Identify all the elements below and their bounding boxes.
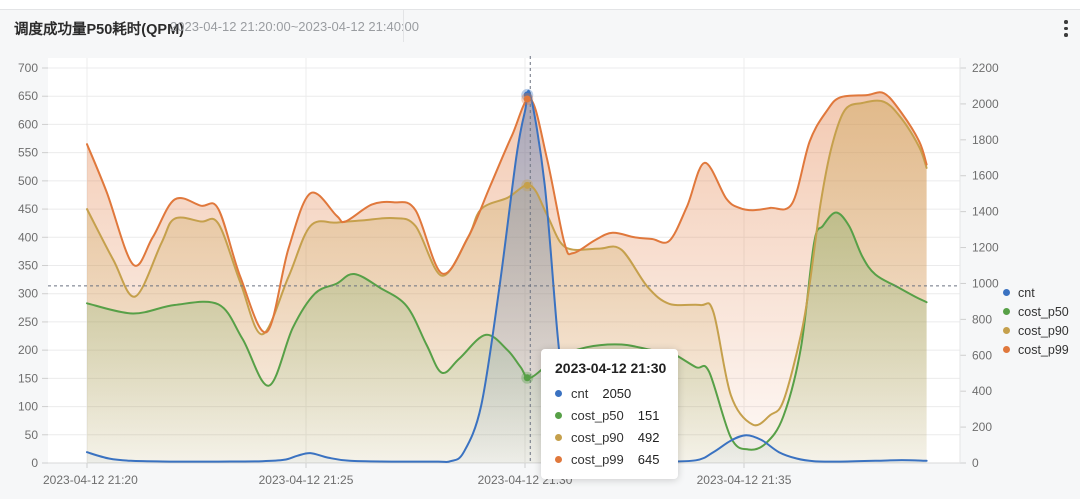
tooltip-row-cost_p99: cost_p99 645	[555, 452, 664, 467]
kebab-vertical-icon[interactable]	[1058, 17, 1074, 43]
cnt-tooltip-dot	[555, 390, 562, 397]
cost_p50-legend-dot	[1003, 308, 1010, 315]
y-axis-right-label: 1200	[972, 241, 999, 255]
cost_p50-tooltip-dot	[555, 412, 562, 419]
cost_p99-line	[86, 91, 928, 334]
legend-label: cost_p50	[1018, 304, 1069, 319]
tooltip-series-value: 151	[637, 408, 660, 423]
tooltip-row-cnt: cnt 2050	[555, 386, 664, 401]
cost_p90-hover-dot	[523, 181, 531, 189]
legend-item-cost_p90[interactable]: cost_p90	[1003, 321, 1069, 340]
y-axis-right-label: 1600	[972, 169, 999, 183]
cost_p90-line	[86, 99, 928, 427]
tooltip-series-label: cnt	[571, 386, 589, 401]
cnt-legend-dot	[1003, 289, 1010, 296]
x-axis-label: 2023-04-12 21:35	[697, 473, 792, 487]
tooltip-row-cost_p50: cost_p50 151	[555, 408, 664, 423]
y-axis-left-label: 100	[18, 400, 38, 414]
chart-canvas[interactable]: 0 50 100 150 200 250 300 350 400 450 500 550 600 650 7…	[0, 50, 1080, 499]
hover-tooltip: 2023-04-12 21:30 cnt 2050 cost_p50 151 cost_…	[541, 349, 678, 479]
tooltip-series-value: 492	[637, 430, 660, 445]
y-axis-left-label: 500	[18, 174, 38, 188]
chart-area: 0 50 100 150 200 250 300 350 400 450 500 550 600 650 7…	[0, 50, 1080, 499]
x-axis-label: 2023-04-12 21:20	[43, 473, 138, 487]
y-axis-left-label: 400	[18, 230, 38, 244]
y-axis-left-label: 300	[18, 287, 38, 301]
legend-item-cost_p50[interactable]: cost_p50	[1003, 302, 1069, 321]
y-axis-left-label: 450	[18, 202, 38, 216]
cost_p90-tooltip-dot	[555, 434, 562, 441]
y-axis-right-label: 1400	[972, 205, 999, 219]
y-axis-left-label: 550	[18, 146, 38, 160]
legend-label: cost_p90	[1018, 323, 1069, 338]
cost_p50-area	[87, 212, 927, 463]
legend-item-cnt[interactable]: cnt	[1003, 283, 1069, 302]
cnt-area	[87, 90, 927, 463]
legend-label: cnt	[1018, 285, 1035, 300]
tooltip-series-value: 645	[637, 452, 660, 467]
header-divider	[403, 10, 404, 42]
y-axis-right-label: 0	[972, 456, 979, 470]
y-axis-left-label: 200	[18, 343, 38, 357]
tooltip-series-label: cost_p50	[571, 408, 624, 423]
time-range-label: 2023-04-12 21:20:00~2023-04-12 21:40:00	[170, 19, 420, 34]
y-axis-right-label: 400	[972, 384, 992, 398]
legend-item-cost_p99[interactable]: cost_p99	[1003, 340, 1069, 359]
cost_p50-hover-dot	[523, 374, 531, 382]
cost_p99-tooltip-dot	[555, 456, 562, 463]
legend-label: cost_p99	[1018, 342, 1069, 357]
cost_p90-legend-dot	[1003, 327, 1010, 334]
y-axis-left-label: 650	[18, 89, 38, 103]
y-axis-left-label: 700	[18, 61, 38, 75]
tooltip-series-value: 2050	[602, 386, 632, 401]
y-axis-right-label: 200	[972, 420, 992, 434]
page-title: 调度成功量P50耗时(QPM)	[14, 22, 184, 38]
y-axis-right-label: 1800	[972, 133, 999, 147]
tooltip-series-label: cost_p99	[571, 452, 624, 467]
y-axis-left-label: 600	[18, 117, 38, 131]
y-axis-left-label: 250	[18, 315, 38, 329]
tooltip-row-cost_p90: cost_p90 492	[555, 430, 664, 445]
y-axis-right-label: 1000	[972, 276, 999, 290]
cost_p99-legend-dot	[1003, 346, 1010, 353]
panel-header: 调度成功量P50耗时(QPM) 2023-04-12 21:20:00~2023…	[0, 10, 1080, 50]
y-axis-right-label: 2000	[972, 97, 999, 111]
y-axis-left-label: 150	[18, 371, 38, 385]
y-axis-left-label: 50	[25, 428, 39, 442]
chart-legend: cnt cost_p50 cost_p90 cost_p99	[1003, 283, 1069, 359]
tooltip-title: 2023-04-12 21:30	[555, 360, 667, 376]
x-axis-label: 2023-04-12 21:25	[259, 473, 354, 487]
y-axis-right-label: 800	[972, 312, 992, 326]
y-axis-left-label: 0	[31, 456, 38, 470]
panel-top-border	[0, 9, 1080, 10]
y-axis-right-label: 600	[972, 348, 992, 362]
cost_p99-hover-dot	[523, 95, 531, 103]
y-axis-right-label: 2200	[972, 61, 999, 75]
tooltip-series-label: cost_p90	[571, 430, 624, 445]
y-axis-left-label: 350	[18, 259, 38, 273]
